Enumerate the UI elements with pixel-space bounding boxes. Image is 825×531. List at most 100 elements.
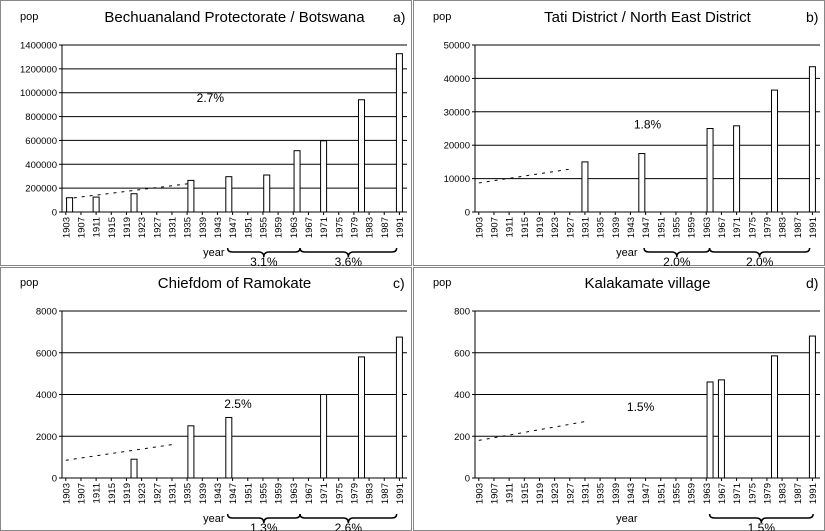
y-axis-label: pop bbox=[433, 277, 451, 289]
brace bbox=[299, 247, 398, 258]
x-tick-label: 1959 bbox=[687, 217, 698, 238]
y-tick-label: 40000 bbox=[444, 74, 470, 85]
bar bbox=[92, 196, 100, 213]
y-tick-label: 600 bbox=[454, 348, 470, 359]
x-tick-label: 1951 bbox=[243, 217, 254, 238]
x-tick-label: 1991 bbox=[808, 217, 819, 238]
x-tick-label: 1935 bbox=[596, 483, 607, 504]
x-tick-label: 1955 bbox=[258, 483, 269, 504]
x-tick-label: 1963 bbox=[289, 217, 300, 238]
y-tick-label: 200 bbox=[454, 432, 470, 443]
chart-title: Chiefdom of Ramokate bbox=[158, 275, 311, 292]
x-tick-label: 1919 bbox=[122, 483, 133, 504]
x-axis-label: year bbox=[203, 513, 225, 525]
y-tick-label: 1400000 bbox=[20, 41, 57, 52]
x-tick-label: 1967 bbox=[304, 483, 315, 504]
x-tick-label: 1931 bbox=[580, 217, 591, 238]
x-tick-label: 1947 bbox=[228, 483, 239, 504]
rate-annotation: 1.5% bbox=[627, 400, 655, 414]
y-tick-label: 800000 bbox=[25, 112, 57, 123]
y-axis-label: pop bbox=[20, 11, 38, 23]
x-tick-label: 1927 bbox=[565, 217, 576, 238]
bar bbox=[187, 179, 195, 213]
x-tick-label: 1991 bbox=[395, 483, 406, 504]
x-tick-label: 1967 bbox=[717, 483, 728, 504]
bar bbox=[706, 381, 714, 479]
x-tick-label: 1959 bbox=[274, 483, 285, 504]
x-tick-label: 1919 bbox=[535, 483, 546, 504]
x-axis-label: year bbox=[203, 247, 225, 259]
y-tick-label: 800 bbox=[454, 307, 470, 318]
rate-annotation: 1.8% bbox=[634, 118, 662, 132]
x-tick-label: 1951 bbox=[243, 483, 254, 504]
bar bbox=[771, 89, 779, 213]
panel-label: c) bbox=[393, 275, 405, 291]
y-tick-label: 30000 bbox=[444, 107, 470, 118]
x-tick-label: 1923 bbox=[137, 217, 148, 238]
x-tick-label: 1919 bbox=[535, 217, 546, 238]
x-tick-label: 1939 bbox=[198, 483, 209, 504]
panel-label: a) bbox=[393, 9, 405, 25]
bar bbox=[733, 125, 741, 213]
x-tick-label: 1979 bbox=[349, 217, 360, 238]
x-tick-label: 1943 bbox=[626, 217, 637, 238]
y-tick-label: 8000 bbox=[36, 307, 57, 318]
panel-label: d) bbox=[806, 275, 818, 291]
x-tick-label: 1923 bbox=[550, 483, 561, 504]
x-tick-label: 1907 bbox=[489, 217, 500, 238]
bar bbox=[293, 150, 301, 213]
x-tick-label: 1971 bbox=[319, 217, 330, 238]
x-tick-label: 1963 bbox=[702, 483, 713, 504]
y-tick-label: 1000000 bbox=[20, 88, 57, 99]
x-axis-label: year bbox=[616, 513, 638, 525]
x-tick-label: 1951 bbox=[656, 217, 667, 238]
x-tick-label: 1927 bbox=[152, 217, 163, 238]
x-tick-label: 1915 bbox=[520, 483, 531, 504]
bar bbox=[130, 458, 138, 479]
x-tick-label: 1911 bbox=[92, 217, 103, 237]
bar bbox=[395, 336, 403, 479]
x-tick-label: 1943 bbox=[213, 483, 224, 504]
bar bbox=[320, 394, 328, 479]
bar bbox=[581, 161, 589, 213]
x-tick-label: 1911 bbox=[92, 483, 103, 503]
x-tick-label: 1975 bbox=[334, 217, 345, 238]
x-tick-label: 1911 bbox=[505, 483, 516, 503]
bar bbox=[717, 379, 725, 479]
bar bbox=[771, 355, 779, 479]
x-tick-label: 1939 bbox=[611, 483, 622, 504]
x-tick-label: 1931 bbox=[580, 483, 591, 504]
x-tick-label: 1963 bbox=[702, 217, 713, 238]
chart-title: Tati District / North East District bbox=[544, 9, 752, 26]
trend-line bbox=[478, 421, 586, 441]
trend-line bbox=[65, 182, 191, 200]
x-tick-label: 1931 bbox=[167, 217, 178, 238]
y-tick-label: 0 bbox=[52, 208, 57, 219]
bar bbox=[638, 153, 646, 213]
x-tick-label: 1943 bbox=[626, 483, 637, 504]
bar bbox=[187, 425, 195, 479]
x-tick-label: 1903 bbox=[474, 483, 485, 504]
y-tick-label: 400000 bbox=[25, 160, 57, 171]
x-tick-label: 1979 bbox=[762, 217, 773, 238]
x-tick-label: 1907 bbox=[489, 483, 500, 504]
brace bbox=[226, 247, 301, 258]
x-tick-label: 1931 bbox=[167, 483, 178, 504]
y-tick-label: 50000 bbox=[444, 41, 470, 52]
y-tick-label: 6000 bbox=[36, 348, 57, 359]
x-tick-label: 1963 bbox=[289, 483, 300, 504]
rate-annotation: 3.6% bbox=[335, 255, 363, 269]
x-tick-label: 1947 bbox=[641, 483, 652, 504]
x-tick-label: 1939 bbox=[611, 217, 622, 238]
bar bbox=[358, 99, 366, 213]
x-tick-label: 1971 bbox=[732, 217, 743, 238]
x-tick-label: 1971 bbox=[732, 483, 743, 504]
bar bbox=[66, 197, 74, 213]
y-tick-label: 0 bbox=[52, 474, 57, 485]
x-tick-label: 1947 bbox=[641, 217, 652, 238]
bar bbox=[263, 174, 271, 213]
rate-annotation: 2.5% bbox=[224, 397, 252, 411]
brace bbox=[708, 513, 814, 524]
y-tick-label: 0 bbox=[465, 474, 470, 485]
bar bbox=[808, 66, 816, 213]
